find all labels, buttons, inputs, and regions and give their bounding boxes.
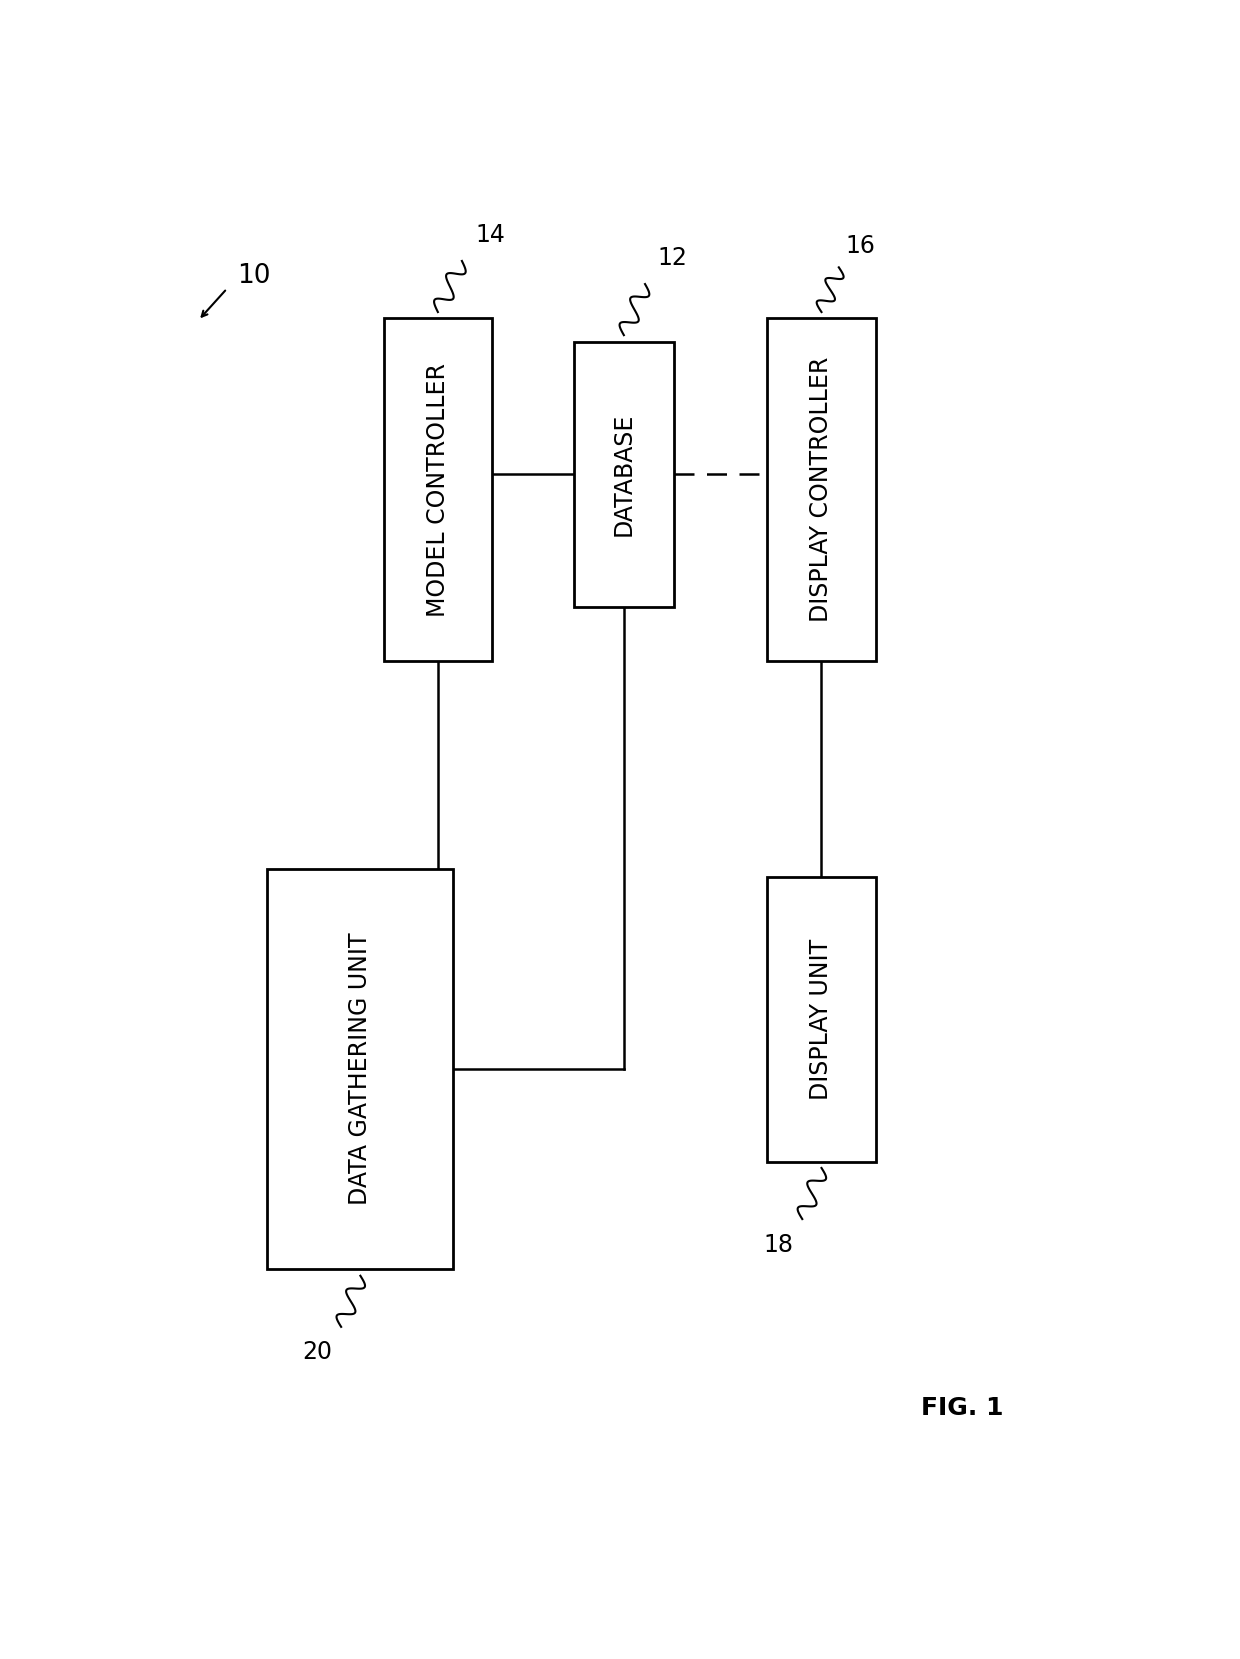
Text: 10: 10 <box>237 262 270 289</box>
Bar <box>768 876 875 1161</box>
Bar <box>268 869 454 1269</box>
Text: 14: 14 <box>476 224 506 247</box>
Bar <box>768 319 875 660</box>
Text: FIG. 1: FIG. 1 <box>921 1395 1003 1420</box>
Text: DATABASE: DATABASE <box>611 413 636 536</box>
Text: 16: 16 <box>844 234 875 257</box>
Text: DATA GATHERING UNIT: DATA GATHERING UNIT <box>348 932 372 1206</box>
Text: DISPLAY UNIT: DISPLAY UNIT <box>810 939 833 1100</box>
Text: MODEL CONTROLLER: MODEL CONTROLLER <box>425 363 450 617</box>
Text: 20: 20 <box>303 1340 332 1364</box>
Text: 12: 12 <box>657 247 687 270</box>
Text: 18: 18 <box>764 1233 794 1256</box>
Bar <box>383 319 492 660</box>
Bar <box>573 342 675 607</box>
Text: DISPLAY CONTROLLER: DISPLAY CONTROLLER <box>810 357 833 622</box>
